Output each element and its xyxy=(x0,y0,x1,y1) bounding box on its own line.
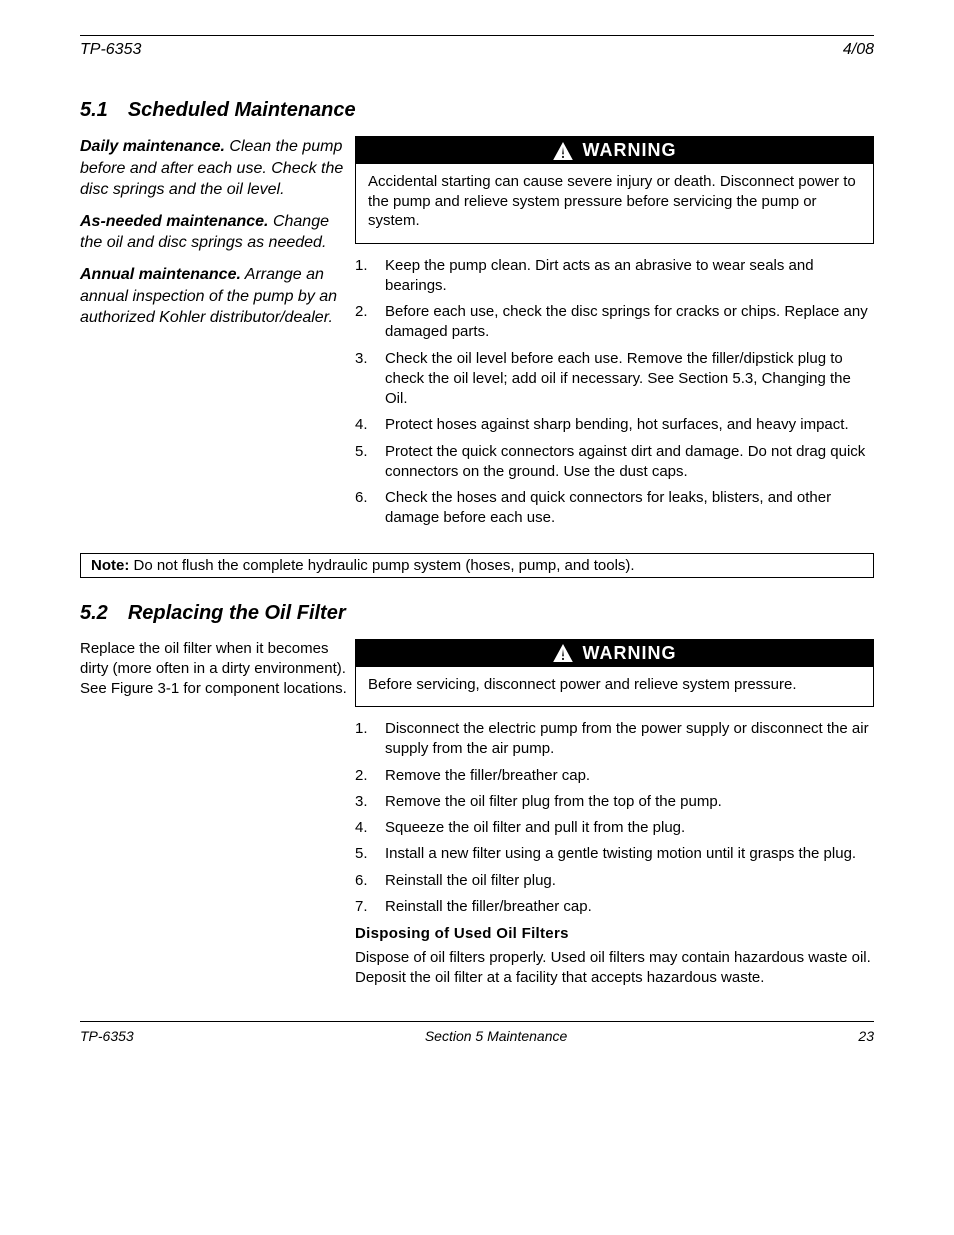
step-51-3: 3.Check the oil level before each use. R… xyxy=(355,349,874,410)
footer-pagenum: 23 xyxy=(858,1028,874,1044)
step-text: Protect the quick connectors against dir… xyxy=(385,442,874,483)
step-num: 7. xyxy=(355,897,375,917)
note-box: Note: Do not flush the complete hydrauli… xyxy=(80,553,874,578)
step-52-7: 7. Reinstall the filler/breather cap. xyxy=(355,897,874,917)
page-footer: TP-6353 Section 5 Maintenance 23 xyxy=(80,1028,874,1044)
page-header: TP-6353 4/08 xyxy=(80,41,874,59)
section-5-1: 5.1 Scheduled Maintenance Daily maintena… xyxy=(80,99,874,578)
bottom-rule xyxy=(80,1021,874,1022)
section-number: 5.1 xyxy=(80,99,108,122)
daily-label: Daily maintenance. xyxy=(80,138,225,155)
warning-body-52: Before servicing, disconnect power and r… xyxy=(356,667,873,707)
step-51-5: 5.Protect the quick connectors against d… xyxy=(355,442,874,483)
step-52-1: 1.Disconnect the electric pump from the … xyxy=(355,719,874,760)
header-date: 4/08 xyxy=(843,41,874,59)
step-num: 4. xyxy=(355,818,375,838)
note-text: Do not flush the complete hydraulic pump… xyxy=(129,557,634,574)
step-text: Disconnect the electric pump from the po… xyxy=(385,719,874,760)
section-number: 5.2 xyxy=(80,602,108,625)
note-label: Note: xyxy=(91,557,129,574)
step-num: 3. xyxy=(355,349,375,410)
intro-52: Replace the oil filter when it becomes d… xyxy=(80,639,355,700)
warning-body-51: Accidental starting can cause severe inj… xyxy=(356,164,873,243)
step-text: Protect hoses against sharp bending, hot… xyxy=(385,415,874,435)
step-text: Squeeze the oil filter and pull it from … xyxy=(385,818,874,838)
section-title: Scheduled Maintenance xyxy=(128,99,356,122)
step-text: Check the hoses and quick connectors for… xyxy=(385,488,874,529)
step-52-5: 5. Install a new filter using a gentle tw… xyxy=(355,844,874,864)
disposal-body: Dispose of oil filters properly. Used oi… xyxy=(355,948,874,989)
step-num: 3. xyxy=(355,792,375,812)
step-num: 2. xyxy=(355,302,375,343)
footer-doc: TP-6353 xyxy=(80,1028,134,1044)
step-52-2: 2. Remove the filler/breather cap. xyxy=(355,766,874,786)
step-text: Remove the filler/breather cap. xyxy=(385,766,874,786)
step-num: 5. xyxy=(355,844,375,864)
section-head-5-1: 5.1 Scheduled Maintenance xyxy=(80,99,874,122)
step-52-3: 3. Remove the oil filter plug from the to… xyxy=(355,792,874,812)
step-num: 4. xyxy=(355,415,375,435)
right-column-52: WARNING Before servicing, disconnect pow… xyxy=(355,639,874,997)
disposal-title: Disposing of Used Oil Filters xyxy=(355,925,874,942)
asneeded-label: As-needed maintenance. xyxy=(80,213,269,230)
step-text: Before each use, check the disc springs … xyxy=(385,302,874,343)
warning-head-52: WARNING xyxy=(356,640,873,667)
warning-triangle-icon xyxy=(553,142,573,160)
warning-box-51: WARNING Accidental starting can cause se… xyxy=(355,136,874,244)
step-52-4: 4. Squeeze the oil filter and pull it fro… xyxy=(355,818,874,838)
annual-maint-para: Annual maintenance. Arrange an annual in… xyxy=(80,264,355,329)
step-51-1: 1.Keep the pump clean. Dirt acts as an a… xyxy=(355,256,874,297)
step-51-6: 6.Check the hoses and quick connectors f… xyxy=(355,488,874,529)
warning-label: WARNING xyxy=(583,643,677,664)
step-num: 1. xyxy=(355,256,375,297)
section-5-2: 5.2 Replacing the Oil Filter Replace the… xyxy=(80,602,874,997)
step-text: Install a new filter using a gentle twis… xyxy=(385,844,874,864)
right-column-51: WARNING Accidental starting can cause se… xyxy=(355,136,874,535)
step-text: Keep the pump clean. Dirt acts as an abr… xyxy=(385,256,874,297)
footer-section: Section 5 Maintenance xyxy=(425,1028,567,1044)
step-num: 6. xyxy=(355,871,375,891)
section-head-5-2: 5.2 Replacing the Oil Filter xyxy=(80,602,874,625)
step-text: Reinstall the filler/breather cap. xyxy=(385,897,874,917)
step-text: Remove the oil filter plug from the top … xyxy=(385,792,874,812)
annual-label: Annual maintenance. xyxy=(80,266,241,283)
step-num: 1. xyxy=(355,719,375,760)
step-text: Check the oil level before each use. Rem… xyxy=(385,349,874,410)
header-doc: TP-6353 xyxy=(80,41,141,59)
asneeded-maint-para: As-needed maintenance. Change the oil an… xyxy=(80,211,355,254)
section-title: Replacing the Oil Filter xyxy=(128,602,346,625)
step-num: 2. xyxy=(355,766,375,786)
step-51-4: 4. Protect hoses against sharp bending, h… xyxy=(355,415,874,435)
step-52-6: 6. Reinstall the oil filter plug. xyxy=(355,871,874,891)
left-column-51: Daily maintenance. Clean the pump before… xyxy=(80,136,355,535)
top-rule xyxy=(80,35,874,36)
step-num: 5. xyxy=(355,442,375,483)
warning-head-51: WARNING xyxy=(356,137,873,164)
warning-triangle-icon xyxy=(553,644,573,662)
left-column-52: Replace the oil filter when it becomes d… xyxy=(80,639,355,997)
step-51-2: 2.Before each use, check the disc spring… xyxy=(355,302,874,343)
warning-box-52: WARNING Before servicing, disconnect pow… xyxy=(355,639,874,708)
warning-label: WARNING xyxy=(583,140,677,161)
daily-maint-para: Daily maintenance. Clean the pump before… xyxy=(80,136,355,201)
step-text: Reinstall the oil filter plug. xyxy=(385,871,874,891)
step-num: 6. xyxy=(355,488,375,529)
